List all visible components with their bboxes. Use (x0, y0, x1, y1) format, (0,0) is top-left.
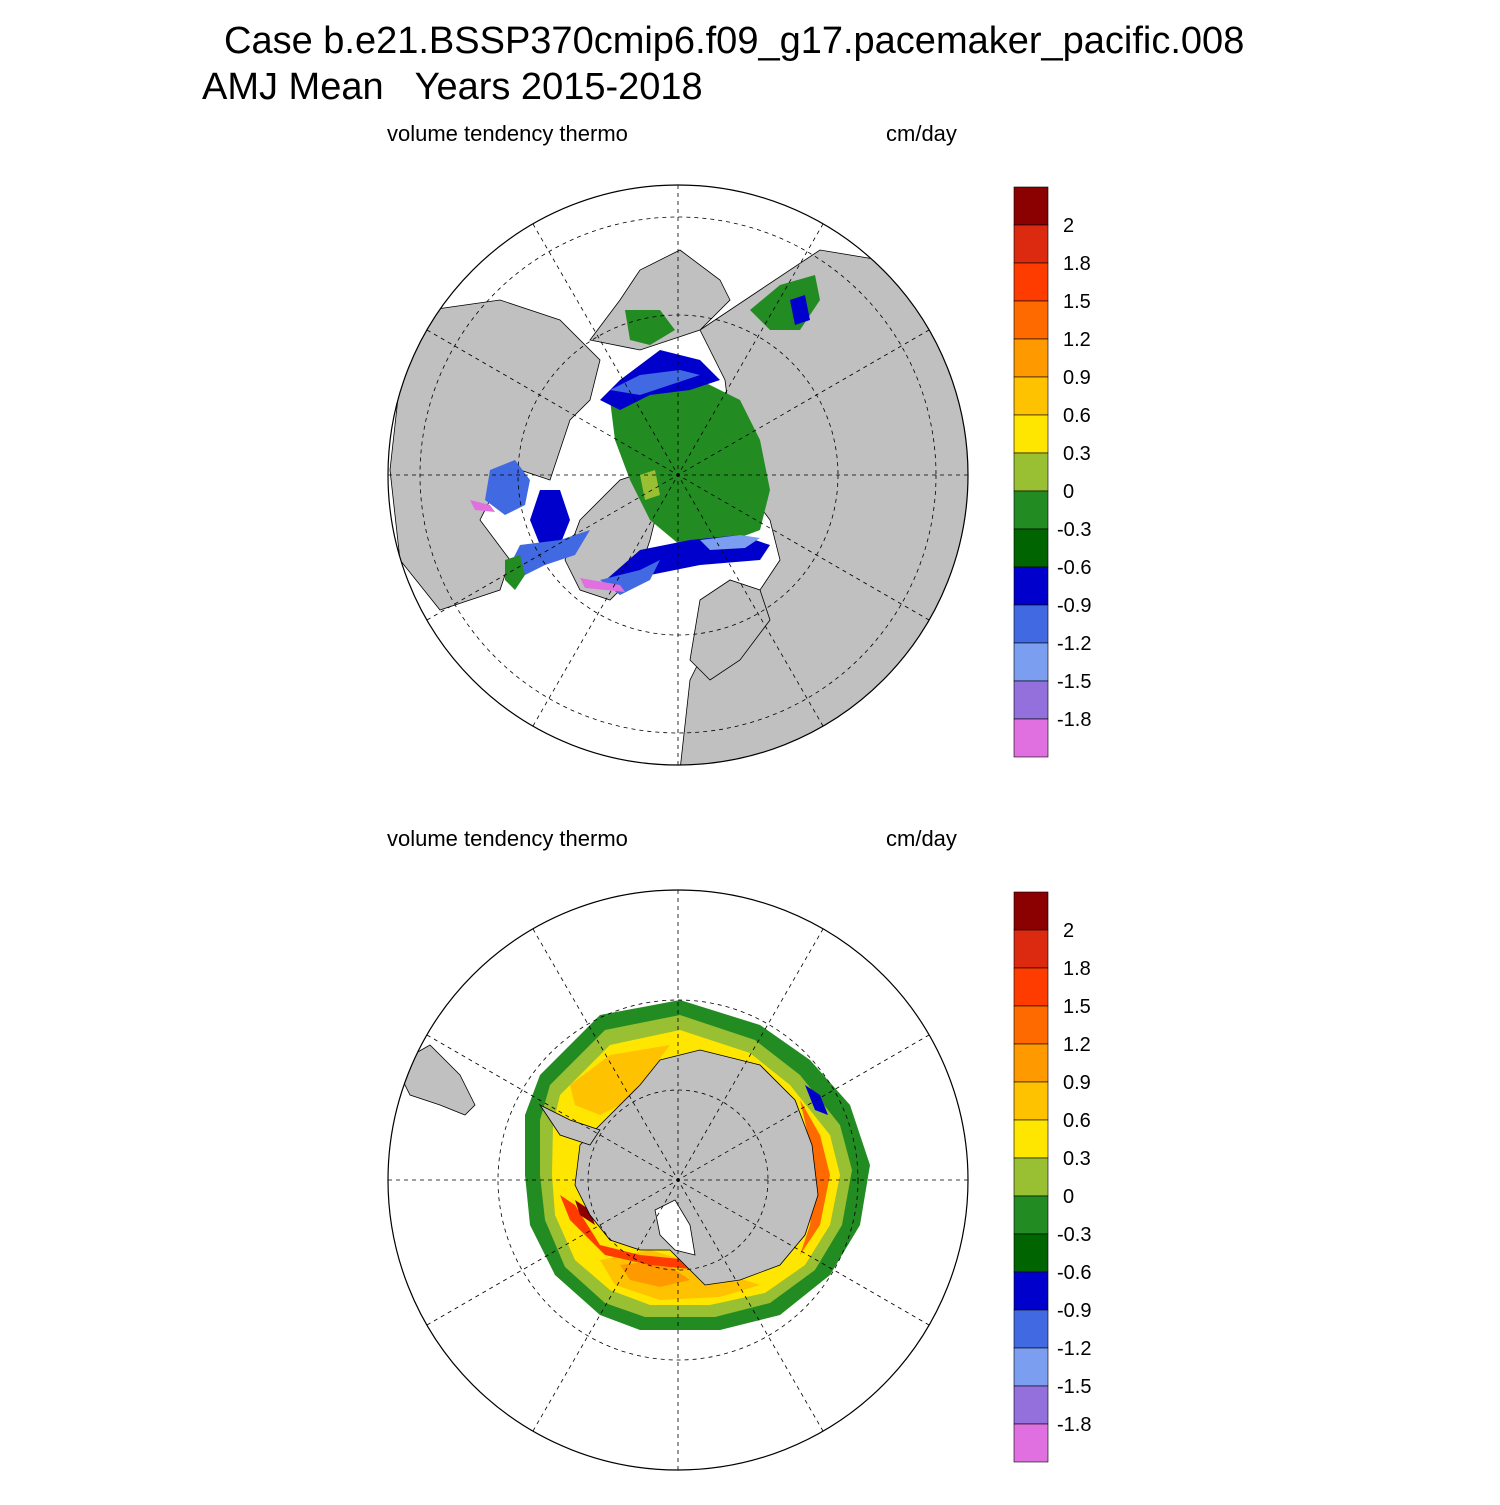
sea-ice-darkred-edge (575, 1200, 595, 1225)
arctic-colorbar-swatch (1013, 604, 1049, 644)
antarctic-map: 2 1.8 1.5 1.2 0.9 0.6 0.3 0 -0.3 -0.6 -0.9 -1.2 -1.5… (387, 889, 1091, 1471)
arctic-map-boundary (387, 184, 969, 766)
south-america-land (394, 1044, 476, 1116)
antarctic-colorbar-swatch (1013, 1309, 1049, 1349)
arctic-colorbar-label: 0.6 (1063, 405, 1091, 427)
antarctic-panel: volume tendency thermo cm/day (0, 705, 1500, 1471)
antarctic-colorbar-label: 0.6 (1063, 1110, 1091, 1132)
antarctic-colorbar-swatch (1013, 1271, 1049, 1311)
antarctic-colorbar-label: -1.5 (1057, 1376, 1091, 1398)
antarctic-colorbar-label: 0.9 (1063, 1072, 1091, 1094)
sea-ice-orange-light (570, 1045, 670, 1115)
sea-ice-orange-dark (620, 1260, 690, 1287)
arctic-colorbar-swatch (1013, 186, 1049, 226)
antarctic-colorbar-label: 1.5 (1063, 996, 1091, 1018)
caa-ice (640, 470, 660, 500)
arctic-map: 2 1.8 1.5 1.2 0.9 0.6 0.3 0 -0.3 -0.6 -0.9 -1.2 -1.5… (387, 184, 1091, 766)
arctic-colorbar-swatch (1013, 490, 1049, 530)
antarctic-colorbar-swatch (1013, 929, 1049, 969)
antarctic-colorbar-swatch (1013, 1157, 1049, 1197)
arctic-graticule (388, 185, 968, 765)
arctic-colorbar: 2 1.8 1.5 1.2 0.9 0.6 0.3 0 -0.3 -0.6 -0.9 -1.2 -1.5… (1013, 186, 1091, 758)
antarctic-colorbar-label: 2 (1063, 920, 1074, 942)
antarctic-colorbar-swatch (1013, 1385, 1049, 1425)
antarctic-colorbar-swatch (1013, 1423, 1049, 1463)
figure-title-line2: AMJ Mean Years 2015-2018 (202, 66, 703, 108)
antarctic-colorbar-swatch (1013, 1347, 1049, 1387)
arctic-map-content (388, 185, 968, 765)
antarctic-colorbar-swatch (1013, 1043, 1049, 1083)
antarctic-colorbar-swatch (1013, 1081, 1049, 1121)
antarctic-colorbar-label: 1.2 (1063, 1034, 1091, 1056)
antarctica-land (574, 1049, 819, 1286)
arctic-colorbar-swatch (1013, 376, 1049, 416)
hudson-bay-edge (470, 500, 495, 512)
arctic-ice-okhotsk-blue (790, 295, 810, 325)
siberia-east-land (589, 249, 731, 351)
arctic-colorbar-swatch (1013, 452, 1049, 492)
arctic-colorbar-label: 0 (1063, 481, 1074, 503)
north-america-land (389, 299, 601, 611)
antarctic-colorbar-swatch (1013, 1119, 1049, 1159)
arctic-colorbar-swatch (1013, 566, 1049, 606)
antarctic-colorbar-label: -0.9 (1057, 1300, 1091, 1322)
antarctic-units-title: cm/day (886, 826, 957, 851)
antarctic-colorbar-label: 0 (1063, 1186, 1074, 1208)
greenland-sea-edge (580, 578, 625, 592)
arctic-colorbar-swatch (1013, 680, 1049, 720)
antarctic-colorbar: 2 1.8 1.5 1.2 0.9 0.6 0.3 0 -0.3 -0.6 -0.9 -1.2 -1.5… (1013, 891, 1091, 1463)
antarctic-colorbar-swatch (1013, 1233, 1049, 1273)
arctic-colorbar-swatch (1013, 642, 1049, 682)
antarctic-graticule (388, 890, 968, 1470)
arctic-units-title: cm/day (886, 121, 957, 146)
antarctic-colorbar-label: -0.3 (1057, 1224, 1091, 1246)
arctic-colorbar-label: 0.9 (1063, 367, 1091, 389)
arctic-colorbar-swatch (1013, 224, 1049, 264)
antarctic-colorbar-swatch (1013, 1195, 1049, 1235)
arctic-colorbar-label: 1.5 (1063, 291, 1091, 313)
hudson-bay-ice (485, 460, 530, 515)
labrador-ice-green (505, 555, 525, 590)
arctic-variable-title: volume tendency thermo (387, 121, 628, 146)
scandinavia-land (689, 579, 771, 681)
arctic-ice-siberia-lightblue (610, 370, 700, 395)
ross-sea-indent (654, 1199, 696, 1256)
arctic-colorbar-swatch (1013, 338, 1049, 378)
antarctic-colorbar-label: -1.8 (1057, 1414, 1091, 1436)
baffin-bay-ice (530, 490, 570, 545)
arctic-ice-chukchi (625, 310, 675, 345)
labrador-ice (510, 530, 590, 575)
arctic-colorbar-label: -1.8 (1057, 709, 1091, 731)
arctic-colorbar-label: -0.6 (1057, 557, 1091, 579)
antarctic-variable-title: volume tendency thermo (387, 826, 628, 851)
arctic-colorbar-label: -1.5 (1057, 671, 1091, 693)
arctic-colorbar-label: -0.9 (1057, 595, 1091, 617)
arctic-colorbar-swatch (1013, 718, 1049, 758)
arctic-colorbar-label: -1.2 (1057, 633, 1091, 655)
antarctic-colorbar-swatch (1013, 967, 1049, 1007)
antarctic-map-content (388, 890, 968, 1470)
antarctic-colorbar-label: -1.2 (1057, 1338, 1091, 1360)
arctic-colorbar-label: 2 (1063, 215, 1074, 237)
antarctic-colorbar-swatch (1013, 891, 1049, 931)
arctic-colorbar-swatch (1013, 262, 1049, 302)
arctic-colorbar-label: 0.3 (1063, 443, 1091, 465)
antarctic-colorbar-label: 0.3 (1063, 1148, 1091, 1170)
antarctic-colorbar-swatch (1013, 1005, 1049, 1045)
figure-title-line1: Case b.e21.BSSP370cmip6.f09_g17.pacemake… (224, 20, 1245, 62)
antarctic-colorbar-label: -0.6 (1057, 1262, 1091, 1284)
antarctic-peninsula-land (538, 1103, 601, 1146)
antarctic-colorbar-label: 1.8 (1063, 958, 1091, 980)
arctic-colorbar-label: 1.8 (1063, 253, 1091, 275)
arctic-basin-ice (610, 370, 770, 545)
arctic-colorbar-swatch (1013, 414, 1049, 454)
antarctic-map-boundary (387, 889, 969, 1471)
arctic-colorbar-swatch (1013, 300, 1049, 340)
arctic-colorbar-label: -0.3 (1057, 519, 1091, 541)
arctic-colorbar-label: 1.2 (1063, 329, 1091, 351)
arctic-colorbar-swatch (1013, 528, 1049, 568)
arctic-panel: volume tendency thermo cm/day (0, 0, 1500, 766)
